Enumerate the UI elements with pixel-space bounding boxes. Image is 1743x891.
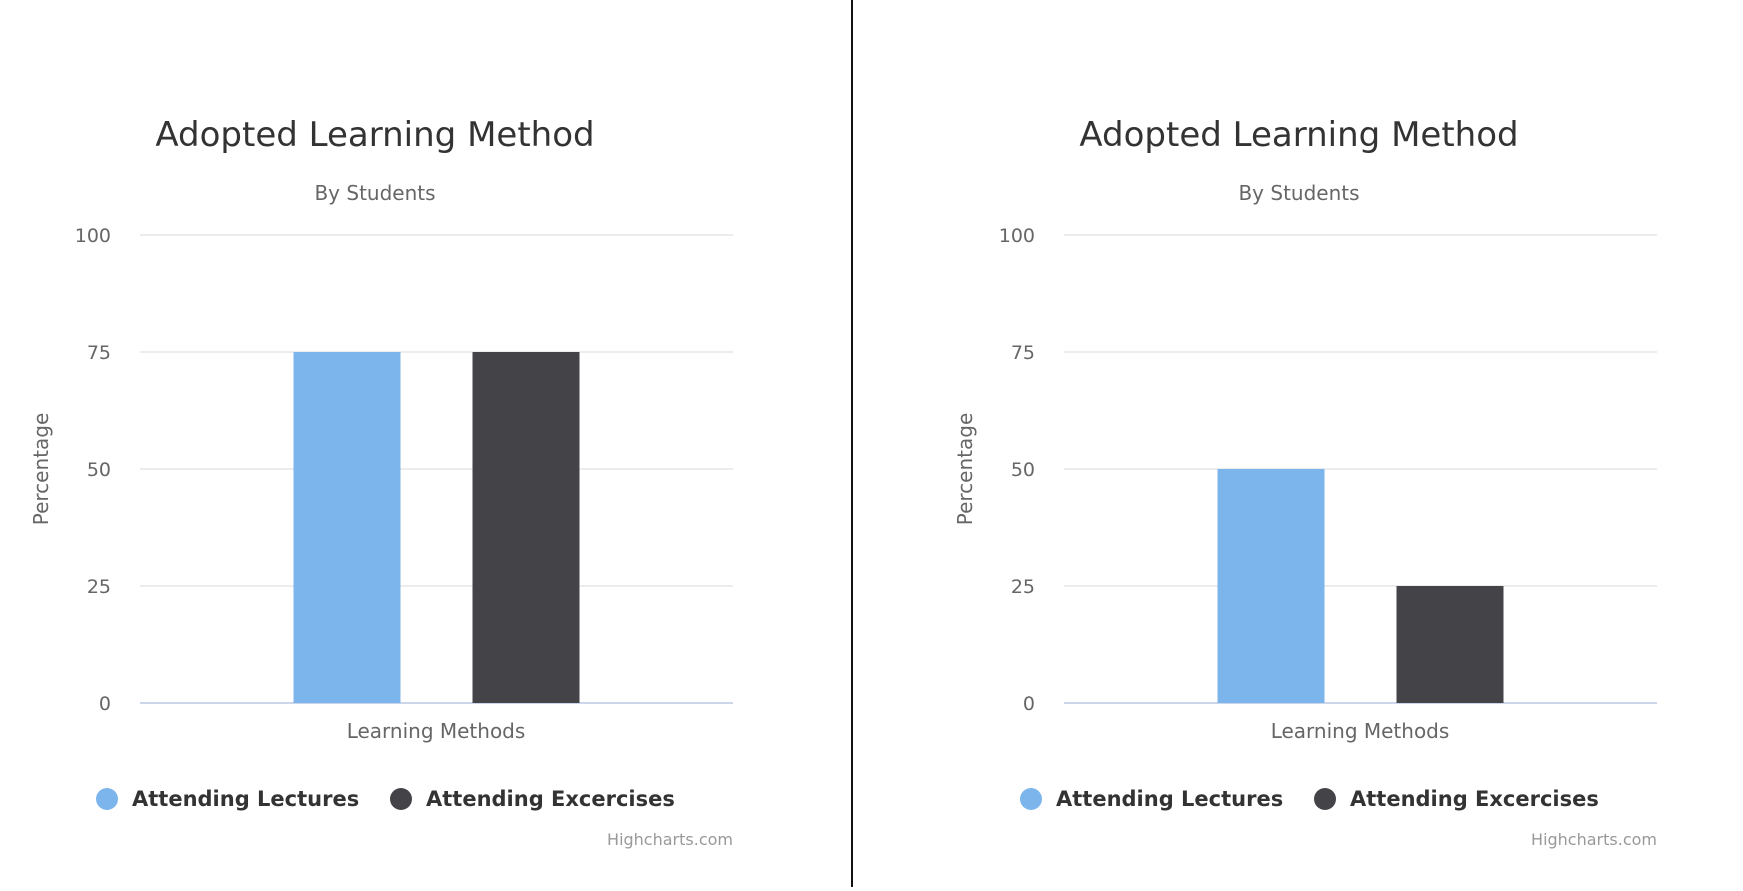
bar-attending-excercises[interactable] [1396, 586, 1504, 703]
y-tick-label: 100 [999, 225, 1035, 247]
bar-chart-svg: Adopted Learning Method By Students 0 25 50 7… [29, 115, 733, 849]
chart-panel-left: Adopted Learning Method By Students 0 25 50 7… [0, 0, 860, 887]
credits-link[interactable]: Highcharts.com [1531, 830, 1657, 849]
legend-item-label[interactable]: Attending Excercises [426, 787, 675, 811]
legend-marker[interactable] [390, 788, 412, 810]
y-tick-label: 75 [1011, 342, 1035, 364]
y-axis-label: Percentage [953, 413, 977, 526]
bar-attending-excercises[interactable] [472, 352, 580, 703]
bar-attending-lectures[interactable] [1217, 469, 1325, 703]
panel-divider [851, 0, 853, 887]
bar-attending-lectures[interactable] [293, 352, 401, 703]
legend-marker[interactable] [1020, 788, 1042, 810]
y-tick-label: 75 [87, 342, 111, 364]
x-axis-label: Learning Methods [347, 719, 526, 743]
bar-chart-svg: Adopted Learning Method By Students 0 25 50 7… [953, 115, 1657, 849]
legend-item-label[interactable]: Attending Lectures [132, 787, 359, 811]
x-axis-label: Learning Methods [1271, 719, 1450, 743]
chart-title: Adopted Learning Method [155, 115, 594, 155]
y-tick-label: 50 [87, 459, 111, 481]
legend-marker[interactable] [96, 788, 118, 810]
chart-panel-right: Adopted Learning Method By Students 0 25 50 7… [924, 0, 1743, 887]
y-tick-label: 0 [99, 693, 111, 715]
y-tick-label: 0 [1023, 693, 1035, 715]
legend-marker[interactable] [1314, 788, 1336, 810]
chart-title: Adopted Learning Method [1079, 115, 1518, 155]
y-tick-label: 25 [87, 576, 111, 598]
chart-subtitle: By Students [314, 181, 435, 205]
y-tick-label: 50 [1011, 459, 1035, 481]
credits-link[interactable]: Highcharts.com [607, 830, 733, 849]
y-axis-label: Percentage [29, 413, 53, 526]
y-tick-label: 25 [1011, 576, 1035, 598]
legend-item-label[interactable]: Attending Excercises [1350, 787, 1599, 811]
legend-item-label[interactable]: Attending Lectures [1056, 787, 1283, 811]
y-tick-label: 100 [75, 225, 111, 247]
chart-subtitle: By Students [1238, 181, 1359, 205]
